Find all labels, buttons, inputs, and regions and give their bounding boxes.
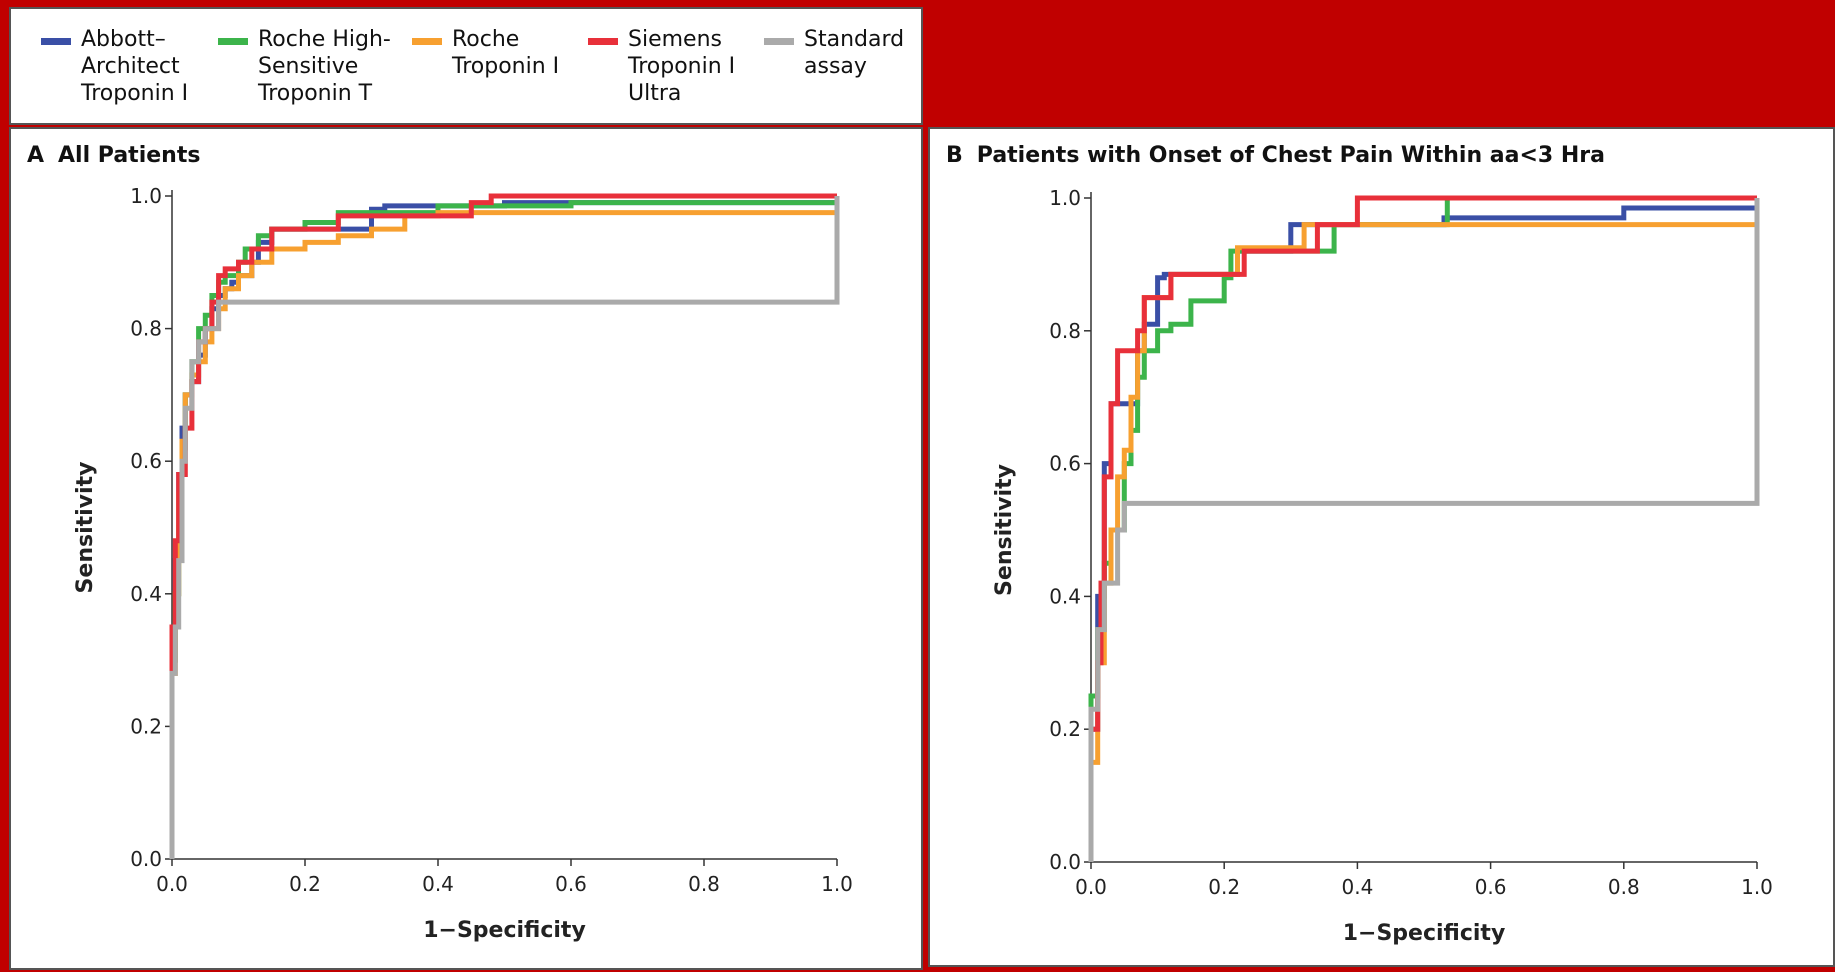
chart-a-x-tick-label: 0.0 [156,872,188,896]
chart-b-series-line-1 [1088,195,1757,862]
chart-a-series-line-2 [169,196,840,859]
chart-a-x-axis-title: 1−Specificity [423,918,586,943]
panel-a: A All Patients 0.0 0.2 0.4 0.6 0.8 1.0 0.0 0.2 0.… [9,127,923,970]
chart-a-series-line-3 [169,193,837,859]
chart-b-plot: 0.0 0.2 0.4 0.6 0.8 1.0 0.0 0.2 0.4 0.6 0.8 1.0 1−Sp… [992,186,1773,946]
chart-b-y-tick-label: 0.4 [1049,584,1081,608]
legend-swatch-standard [764,38,794,45]
chart-a-plot: 0.0 0.2 0.4 0.6 0.8 1.0 0.0 0.2 0.4 0.6 0.8 1.0 1−Sp… [73,184,853,943]
chart-a-x-tick-label: 0.8 [688,872,720,896]
chart-b-y-tick-label: 1.0 [1049,186,1081,210]
chart-a-y-tick-label: 0.6 [130,449,162,473]
chart-b-x-tick-label: 0.4 [1341,875,1373,899]
chart-a-series-line-4 [169,196,840,859]
panel-b-letter: B [946,143,963,168]
chart-b-x-tick-label: 0.0 [1075,875,1107,899]
chart-b-series-line-3 [1088,195,1757,862]
chart-a-x-tick-label: 0.2 [289,872,321,896]
chart-b-x-axis-title: 1−Specificity [1343,921,1506,946]
chart-b-x-tick-label: 0.6 [1475,875,1507,899]
legend-swatch-abbott [41,38,71,45]
legend-label-siemens: Siemens Troponin I Ultra [628,27,736,106]
chart-b-y-axis-title: Sensitivity [992,464,1017,596]
legend-label-standard: Standard assay [804,27,905,79]
legend-label-abbott: Abbott– Architect Troponin I [81,27,189,106]
chart-a-y-tick-label: 1.0 [130,184,162,208]
chart-a-y-tick-label: 0.2 [130,714,162,738]
panel-b-title-text: Patients with Onset of Chest Pain Within… [976,143,1605,168]
chart-b-series-line-0 [1088,198,1760,862]
legend-swatch-siemens [588,38,618,45]
chart-a-y-tick-label: 0.0 [130,847,162,871]
chart-a-series-line-0 [169,196,840,859]
chart-a-x-tick-label: 1.0 [821,872,853,896]
legend-swatch-roche-hs-t [218,38,248,45]
chart-a-series-line-1 [169,196,840,859]
panel-b: B Patients with Onset of Chest Pain Withi… [928,127,1835,967]
panel-a-title: A All Patients [27,143,200,168]
chart-b-series-line-4 [1088,198,1760,862]
legend: Abbott– Architect Troponin I Roche High-… [9,7,923,125]
legend-label-roche-hs-t: Roche High- Sensitive Troponin T [258,27,391,106]
chart-a-y-axis-title: Sensitivity [73,462,98,594]
chart-b-series-line-2 [1088,198,1760,862]
chart-a-x-tick-label: 0.6 [555,872,587,896]
chart-b-x-tick-label: 0.8 [1608,875,1640,899]
chart-a-y-tick-label: 0.8 [130,317,162,341]
chart-a-x-tick-label: 0.4 [422,872,454,896]
legend-label-roche-i: Roche Troponin I [452,27,560,79]
legend-swatch-roche-i [412,38,442,45]
chart-b-y-tick-label: 0.8 [1049,319,1081,343]
chart-b-y-tick-label: 0.2 [1049,717,1081,741]
chart-a-y-tick-label: 0.4 [130,582,162,606]
chart-b-x-tick-label: 0.2 [1208,875,1240,899]
panel-b-title: B Patients with Onset of Chest Pain Withi… [946,143,1605,168]
chart-b-x-tick-label: 1.0 [1741,875,1773,899]
chart-b-y-tick-label: 0.0 [1049,850,1081,874]
chart-b-y-tick-label: 0.6 [1049,452,1081,476]
panel-a-title-text: All Patients [58,143,201,168]
panel-a-letter: A [27,143,45,168]
